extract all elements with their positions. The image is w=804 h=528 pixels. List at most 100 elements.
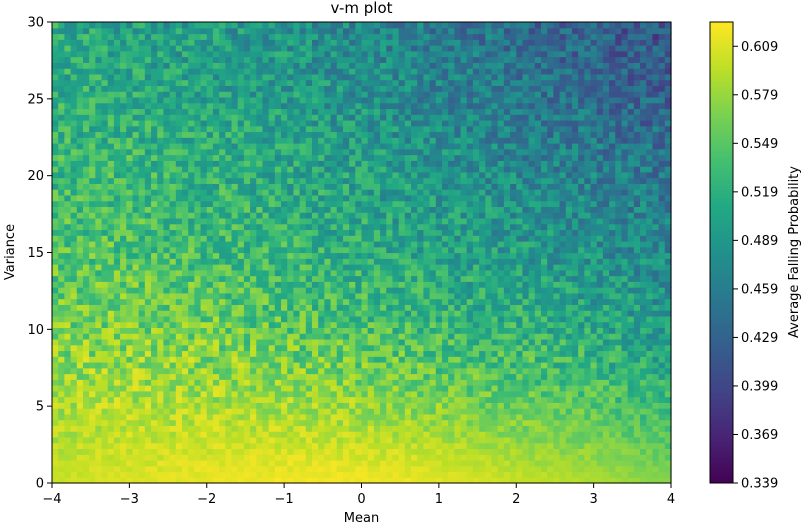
heatmap-cell (361, 240, 369, 248)
heatmap-cell (411, 373, 418, 380)
heatmap-cell (52, 287, 59, 294)
heatmap-cell (590, 258, 598, 265)
heatmap-cell (151, 333, 158, 340)
heatmap-cell (107, 373, 115, 380)
heatmap-cell (200, 264, 208, 271)
heatmap-cell (336, 275, 344, 282)
heatmap-cell (262, 223, 270, 231)
heatmap-cell (559, 379, 567, 386)
heatmap-cell (70, 194, 78, 202)
heatmap-cell (454, 408, 462, 415)
heatmap-cell (646, 333, 654, 340)
heatmap-cell (398, 419, 406, 426)
heatmap-cell (448, 408, 455, 415)
heatmap-cell (522, 287, 530, 294)
heatmap-cell (175, 350, 183, 357)
heatmap-cell (113, 448, 121, 455)
heatmap-cell (287, 379, 295, 386)
heatmap-cell (305, 419, 313, 426)
heatmap-cell (349, 385, 356, 392)
heatmap-cell (89, 206, 96, 213)
heatmap-cell (188, 419, 195, 426)
heatmap-cell (200, 240, 208, 248)
heatmap-cell (386, 200, 394, 207)
heatmap-cell (516, 212, 524, 219)
heatmap-cell (417, 315, 424, 323)
heatmap-cell (113, 408, 121, 415)
heatmap-cell (429, 413, 437, 421)
heatmap-cell (181, 390, 189, 398)
heatmap-cell (120, 436, 127, 444)
heatmap-cell (268, 419, 276, 426)
heatmap-cell (392, 413, 400, 421)
heatmap-cell (547, 258, 554, 265)
heatmap-cell (324, 356, 332, 363)
heatmap-cell (547, 327, 554, 334)
heatmap-cell (386, 373, 394, 380)
heatmap-cell (472, 448, 480, 455)
heatmap-cell (621, 298, 629, 305)
heatmap-cell (627, 217, 635, 225)
heatmap-cell (95, 385, 103, 392)
heatmap-cell (454, 373, 462, 380)
heatmap-cell (627, 379, 635, 386)
heatmap-cell (398, 390, 406, 398)
heatmap-cell (311, 379, 319, 386)
heatmap-cell (652, 206, 660, 213)
heatmap-cell (157, 454, 165, 461)
heatmap-cell (640, 212, 647, 219)
heatmap-cell (70, 315, 78, 323)
heatmap-cell (646, 287, 654, 294)
heatmap-cell (479, 448, 486, 455)
heatmap-cell (609, 292, 616, 300)
heatmap-cell (219, 269, 226, 277)
heatmap-cell (373, 310, 381, 317)
heatmap-cell (658, 419, 666, 426)
heatmap-cell (144, 200, 152, 207)
heatmap-cell (181, 258, 189, 265)
heatmap-cell (76, 315, 84, 323)
heatmap-cell (163, 200, 171, 207)
heatmap-cell (435, 310, 443, 317)
heatmap-cell (330, 269, 338, 277)
heatmap-cell (386, 338, 394, 346)
heatmap-cell (528, 408, 536, 415)
heatmap-cell (386, 448, 394, 455)
heatmap-cell (497, 361, 505, 369)
heatmap-cell (615, 454, 623, 461)
heatmap-cell (243, 240, 251, 248)
heatmap-cell (120, 373, 127, 380)
heatmap-cell (52, 465, 59, 473)
heatmap-cell (578, 425, 585, 432)
heatmap-cell (256, 413, 264, 421)
heatmap-cell (602, 235, 610, 242)
heatmap-cell (541, 206, 548, 213)
heatmap-cell (107, 431, 115, 438)
heatmap-cell (70, 477, 78, 484)
heatmap-cell (95, 344, 103, 352)
heatmap-cell (491, 361, 499, 369)
heatmap-cell (231, 379, 239, 386)
heatmap-cell (101, 194, 109, 202)
heatmap-cell (324, 275, 332, 282)
heatmap-cell (324, 477, 332, 484)
heatmap-cell (491, 448, 499, 455)
heatmap-cell (281, 281, 288, 288)
heatmap-cell (479, 338, 486, 346)
heatmap-cell (392, 465, 400, 473)
heatmap-cell (423, 264, 431, 271)
heatmap-cell (429, 264, 437, 271)
heatmap-cell (559, 390, 567, 398)
heatmap-cell (126, 304, 134, 311)
heatmap-cell (578, 373, 585, 380)
heatmap-cell (194, 465, 202, 473)
heatmap-cell (578, 264, 585, 271)
heatmap-cell (188, 229, 195, 236)
heatmap-cell (52, 408, 59, 415)
heatmap-cell (658, 258, 666, 265)
heatmap-cell (342, 361, 350, 369)
heatmap-cell (528, 310, 536, 317)
heatmap-cell (497, 459, 505, 467)
heatmap-cell (423, 442, 431, 450)
heatmap-cell (441, 281, 449, 288)
